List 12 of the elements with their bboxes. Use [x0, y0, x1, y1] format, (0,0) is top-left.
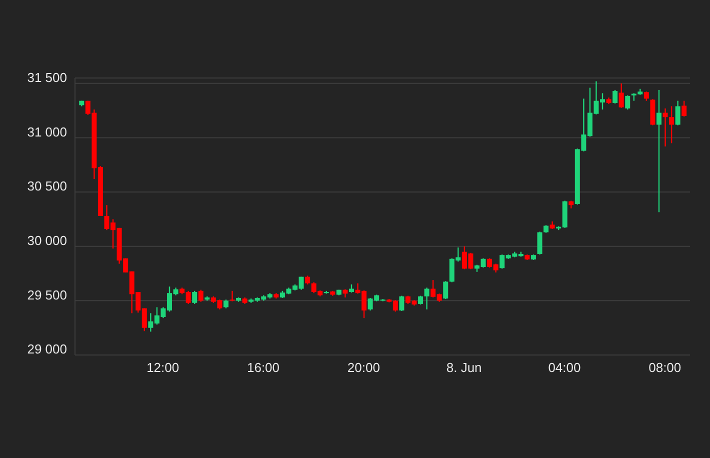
x-tick-label: 16:00 [246, 360, 280, 376]
x-tick-label: 04:00 [548, 360, 581, 376]
y-tick-label: 30 500 [27, 178, 67, 194]
y-tick-label: 31 500 [27, 70, 67, 86]
y-tick-label: 30 000 [27, 232, 67, 248]
x-tick-label: 12:00 [146, 360, 180, 376]
x-tick-label: 20:00 [347, 360, 380, 376]
y-tick-label: 29 500 [27, 287, 67, 302]
y-tick-label: 29 000 [27, 342, 67, 357]
x-tick-label: 08:00 [648, 360, 682, 376]
y-tick-label: 31 000 [27, 124, 67, 140]
x-tick-label: 8. Jun [446, 360, 482, 376]
